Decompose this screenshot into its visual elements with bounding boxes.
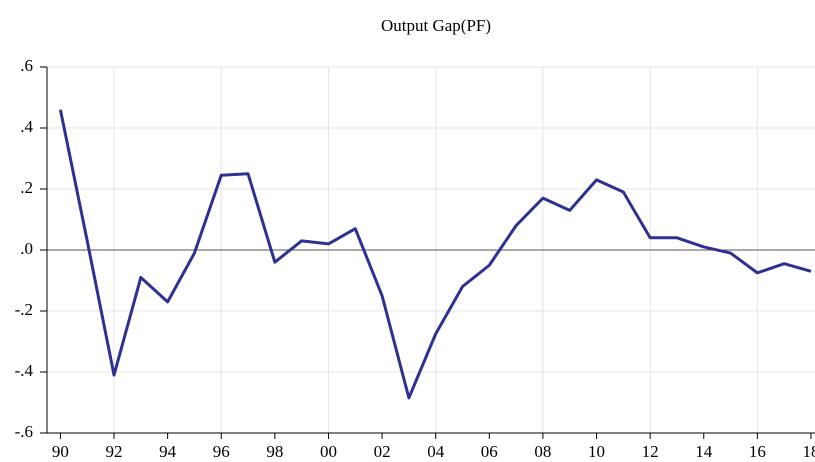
x-tick-label: 92 [106,442,123,461]
x-tick-label: 02 [374,442,391,461]
x-tick-label: 16 [749,442,766,461]
chart-title: Output Gap(PF) [381,16,491,35]
y-tick-label: .4 [20,117,33,136]
y-tick-label: -.6 [15,422,33,441]
y-tick-label: .2 [20,178,33,197]
y-tick-label: -.4 [15,361,34,380]
x-tick-label: 08 [534,442,551,461]
y-tick-label: -.2 [15,300,33,319]
x-tick-label: 94 [159,442,177,461]
x-tick-label: 14 [695,442,713,461]
x-tick-label: 04 [427,442,445,461]
x-tick-label: 10 [588,442,605,461]
x-tick-label: 90 [52,442,69,461]
x-tick-label: 00 [320,442,337,461]
y-tick-label: .6 [20,56,33,75]
data-line [58,109,812,400]
x-tick-label: 98 [266,442,283,461]
y-tick-label: .0 [20,239,33,258]
x-tick-label: 96 [213,442,230,461]
x-tick-label: 12 [642,442,659,461]
x-tick-label: 18 [802,442,815,461]
x-tick-label: 06 [481,442,498,461]
